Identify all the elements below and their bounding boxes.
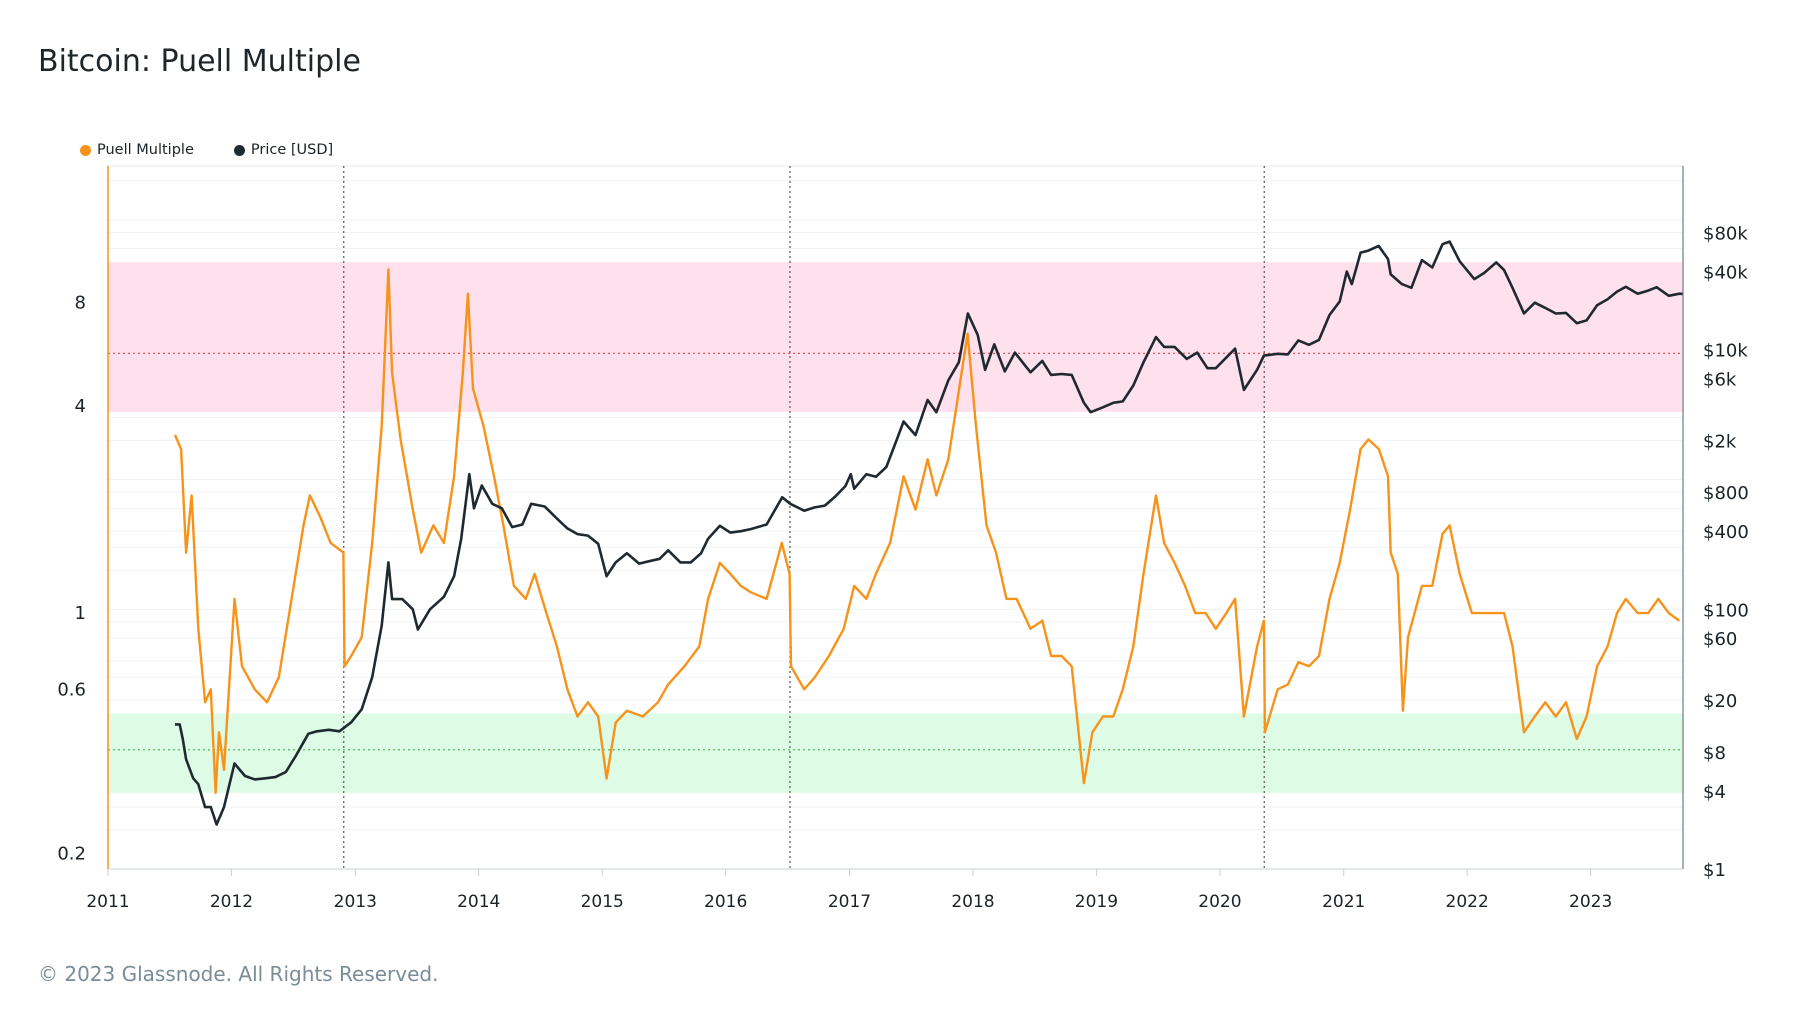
y-left-tick-label: 8: [75, 293, 86, 314]
legend-item-puell[interactable]: Puell Multiple: [80, 142, 194, 158]
y-right-tick-label: $40k: [1703, 263, 1748, 284]
y-right-tick-label: $80k: [1703, 223, 1748, 244]
legend-item-price[interactable]: Price [USD]: [233, 142, 334, 158]
series-line-price: [175, 240, 1683, 826]
x-tick-label: 2016: [704, 892, 747, 912]
x-tick-label: 2017: [828, 892, 871, 912]
legend-dot-icon: [233, 144, 245, 156]
y-left-tick-label: 0.6: [57, 679, 86, 700]
copyright-text: © 2023 Glassnode. All Rights Reserved.: [38, 962, 439, 986]
x-tick-label: 2019: [1075, 892, 1118, 912]
zone-band-low: [108, 713, 1683, 793]
legend-label: Puell Multiple: [97, 142, 194, 158]
x-tick-label: 2023: [1569, 892, 1612, 912]
legend: Puell Multiple Price [USD]: [80, 142, 333, 158]
y-left-tick-label: 0.2: [57, 843, 86, 864]
x-tick-label: 2014: [457, 892, 500, 912]
legend-dot-icon: [80, 144, 91, 156]
x-tick-label: 2021: [1322, 892, 1365, 912]
y-right-tick-label: $20: [1703, 691, 1737, 712]
x-tick-label: 2022: [1446, 892, 1489, 912]
y-right-tick-label: $100: [1703, 600, 1749, 621]
y-right-tick-label: $800: [1703, 483, 1749, 504]
chart-title: Bitcoin: Puell Multiple: [38, 44, 361, 79]
y-right-tick-label: $10k: [1703, 341, 1748, 362]
x-tick-label: 2015: [581, 892, 624, 912]
y-left-tick-label: 1: [75, 603, 86, 624]
zone-band-high: [108, 262, 1683, 412]
y-right-tick-label: $4: [1703, 782, 1726, 803]
y-right-tick-label: $6k: [1703, 370, 1737, 391]
y-right-tick-label: $1: [1703, 860, 1726, 881]
x-tick-label: 2012: [210, 892, 253, 912]
y-right-tick-label: $60: [1703, 629, 1737, 650]
y-right-tick-label: $400: [1703, 522, 1749, 543]
y-right-tick-label: $8: [1703, 743, 1726, 764]
x-tick-label: 2011: [86, 892, 129, 912]
legend-label: Price [USD]: [250, 142, 334, 158]
x-tick-label: 2013: [334, 892, 377, 912]
x-tick-label: 2020: [1198, 892, 1241, 912]
y-right-tick-label: $2k: [1703, 431, 1737, 452]
x-tick-label: 2018: [951, 892, 994, 912]
series-line-puell-multiple: [173, 268, 1681, 794]
y-left-tick-label: 4: [75, 396, 86, 417]
